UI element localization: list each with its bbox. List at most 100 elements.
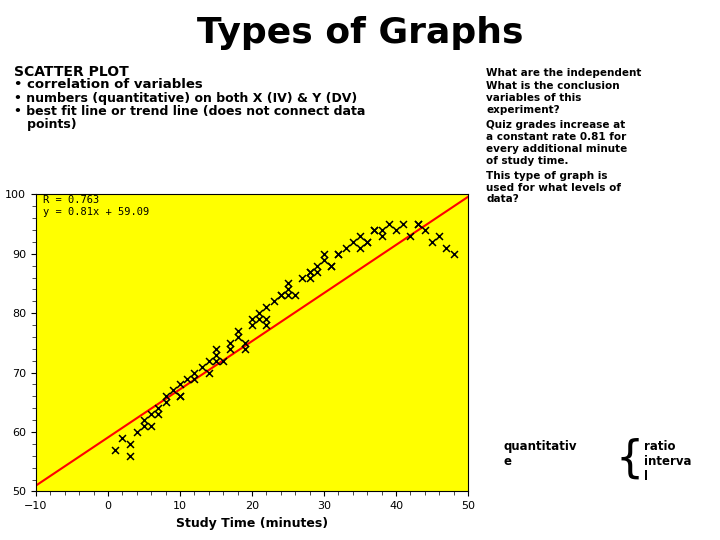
Text: data?: data? <box>486 194 518 205</box>
Text: quantitativ: quantitativ <box>504 440 577 453</box>
Text: Quiz grades increase at: Quiz grades increase at <box>486 120 625 130</box>
Text: • correlation of variables: • correlation of variables <box>14 78 203 91</box>
Point <box>239 339 251 347</box>
Point <box>196 362 207 371</box>
Point <box>275 291 287 300</box>
Text: • best fit line or trend line (does not connect data: • best fit line or trend line (does not … <box>14 105 366 118</box>
Point <box>189 368 200 377</box>
Point <box>340 244 351 252</box>
Point <box>369 226 380 234</box>
Text: l: l <box>644 470 649 483</box>
Text: ratio: ratio <box>644 440 676 453</box>
Point <box>210 350 222 359</box>
Point <box>333 249 344 258</box>
Point <box>160 398 171 407</box>
Point <box>412 220 423 228</box>
Point <box>304 267 315 276</box>
Point <box>203 356 215 365</box>
Text: interva: interva <box>644 455 692 468</box>
Point <box>232 327 243 335</box>
Point <box>225 339 236 347</box>
Point <box>304 267 315 276</box>
Point <box>376 226 387 234</box>
Point <box>282 291 294 300</box>
Text: every additional minute: every additional minute <box>486 144 627 154</box>
Point <box>361 238 373 246</box>
Text: Types of Graphs: Types of Graphs <box>197 16 523 50</box>
Point <box>318 249 330 258</box>
Text: e: e <box>504 455 512 468</box>
Point <box>282 279 294 288</box>
Text: variables of this: variables of this <box>486 93 581 103</box>
Point <box>311 261 323 270</box>
Text: What is the conclusion: What is the conclusion <box>486 81 620 91</box>
Point <box>109 446 121 454</box>
Point <box>124 440 135 448</box>
Point <box>354 244 366 252</box>
Point <box>361 238 373 246</box>
Point <box>174 380 186 389</box>
Point <box>253 315 265 323</box>
Point <box>131 428 143 436</box>
Point <box>174 392 186 401</box>
Point <box>246 321 258 329</box>
Point <box>261 303 272 312</box>
Point <box>448 249 459 258</box>
Point <box>318 255 330 264</box>
Point <box>282 285 294 294</box>
Text: SCATTER PLOT: SCATTER PLOT <box>14 65 129 79</box>
Point <box>153 404 164 413</box>
Text: R = 0.763: R = 0.763 <box>43 195 99 205</box>
Point <box>138 422 150 430</box>
Point <box>124 451 135 460</box>
Point <box>433 232 445 240</box>
Point <box>289 291 301 300</box>
Text: This type of graph is: This type of graph is <box>486 171 608 181</box>
Point <box>174 392 186 401</box>
Point <box>383 220 395 228</box>
Text: points): points) <box>14 118 77 131</box>
Point <box>138 416 150 424</box>
Text: What are the independent: What are the independent <box>486 68 642 78</box>
Point <box>246 315 258 323</box>
Point <box>210 345 222 353</box>
Text: of study time.: of study time. <box>486 156 569 166</box>
Point <box>325 261 337 270</box>
Point <box>217 356 229 365</box>
Point <box>268 297 279 306</box>
Point <box>311 267 323 276</box>
Text: used for what levels of: used for what levels of <box>486 183 621 193</box>
Point <box>426 238 438 246</box>
Point <box>210 356 222 365</box>
Point <box>390 226 402 234</box>
Point <box>232 333 243 341</box>
Point <box>181 374 193 383</box>
Point <box>261 321 272 329</box>
Point <box>304 273 315 282</box>
X-axis label: Study Time (minutes): Study Time (minutes) <box>176 517 328 530</box>
Point <box>325 261 337 270</box>
Point <box>145 410 157 418</box>
Point <box>412 220 423 228</box>
Point <box>333 249 344 258</box>
Point <box>160 392 171 401</box>
Point <box>419 226 431 234</box>
Point <box>225 345 236 353</box>
Point <box>347 238 359 246</box>
Point <box>369 226 380 234</box>
Text: • numbers (quantitative) on both X (IV) & Y (DV): • numbers (quantitative) on both X (IV) … <box>14 92 358 105</box>
Point <box>397 220 409 228</box>
Point <box>153 410 164 418</box>
Point <box>145 422 157 430</box>
Text: a constant rate 0.81 for: a constant rate 0.81 for <box>486 132 626 142</box>
Text: y = 0.81x + 59.09: y = 0.81x + 59.09 <box>43 207 150 217</box>
Point <box>253 309 265 318</box>
Point <box>405 232 416 240</box>
Point <box>441 244 452 252</box>
Point <box>275 291 287 300</box>
Point <box>117 434 128 442</box>
Point <box>239 345 251 353</box>
Point <box>203 368 215 377</box>
Text: {: { <box>616 437 644 481</box>
Point <box>167 386 179 395</box>
